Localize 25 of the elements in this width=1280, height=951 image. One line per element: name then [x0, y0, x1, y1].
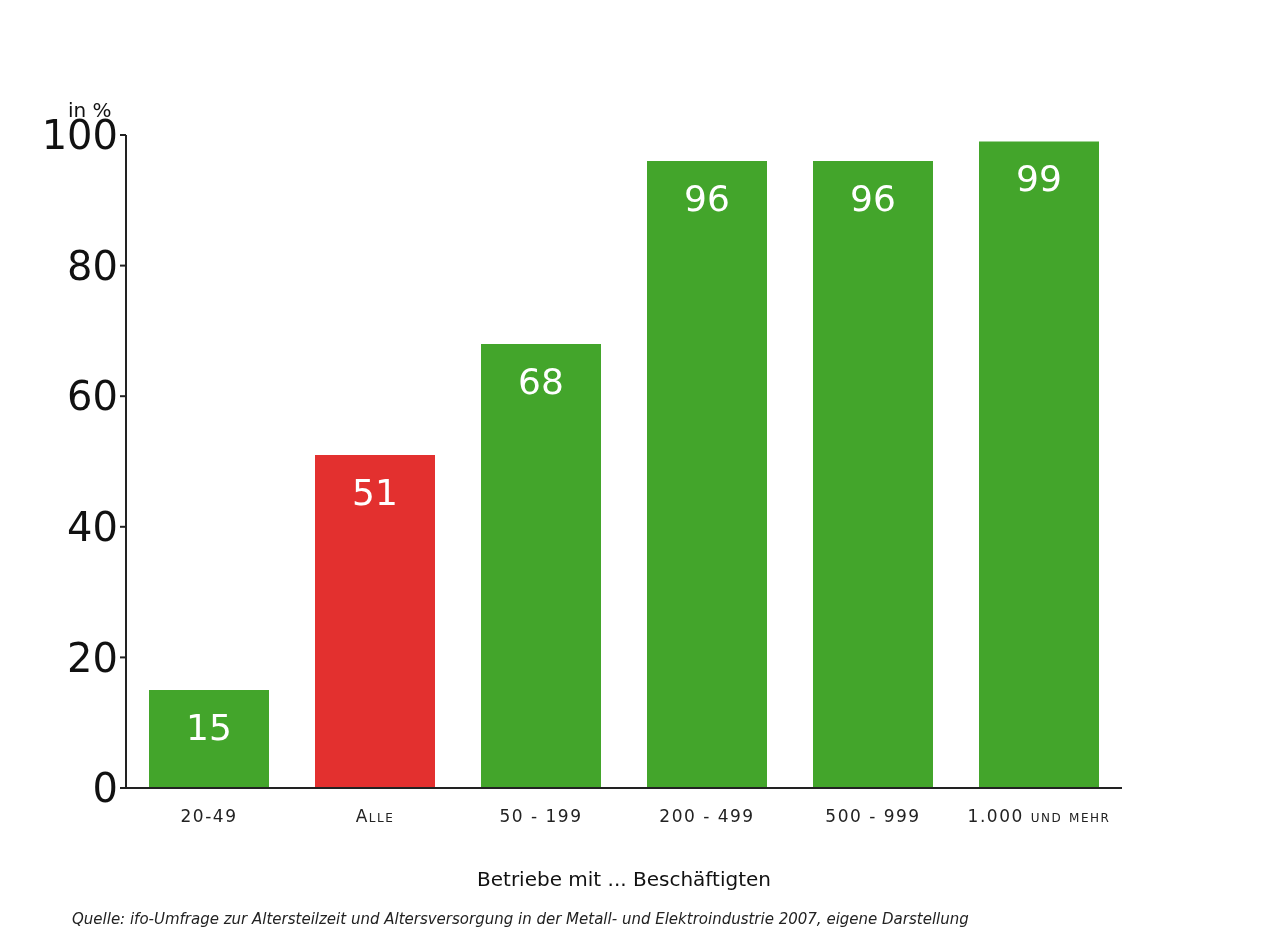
y-tick-label: 20 — [67, 634, 118, 681]
data-label: 99 — [1016, 158, 1062, 200]
y-tick-label: 0 — [92, 765, 118, 812]
data-label: 51 — [352, 471, 398, 513]
y-tick-label: 80 — [67, 242, 118, 289]
bar — [481, 343, 601, 788]
x-tick-label: 1.000 und mehr — [967, 806, 1111, 827]
data-label: 96 — [850, 177, 896, 219]
y-tick-label: 40 — [67, 504, 118, 550]
x-tick-label: 500 - 999 — [825, 806, 921, 827]
bar — [813, 161, 933, 788]
bar — [315, 454, 435, 788]
data-label: 68 — [518, 360, 564, 402]
x-tick-label: 50 - 199 — [499, 806, 583, 827]
bar — [979, 141, 1099, 788]
bar — [149, 690, 269, 788]
x-tick-label: 200 - 499 — [659, 806, 755, 827]
data-label: 15 — [186, 706, 232, 748]
x-tick-label: Alle — [355, 806, 395, 827]
bar — [647, 161, 767, 788]
data-label: 96 — [684, 177, 730, 219]
source-note: Quelle: ifo-Umfrage zur Altersteilzeit und Altersversorgung in der Metall- und Elektroindustrie 2007, eigene Darstellung — [72, 910, 969, 928]
y-tick-label: 60 — [67, 373, 118, 420]
x-tick-label: 20-49 — [180, 806, 238, 827]
x-axis-title: Betriebe mit ... Beschäftigten — [477, 867, 771, 891]
